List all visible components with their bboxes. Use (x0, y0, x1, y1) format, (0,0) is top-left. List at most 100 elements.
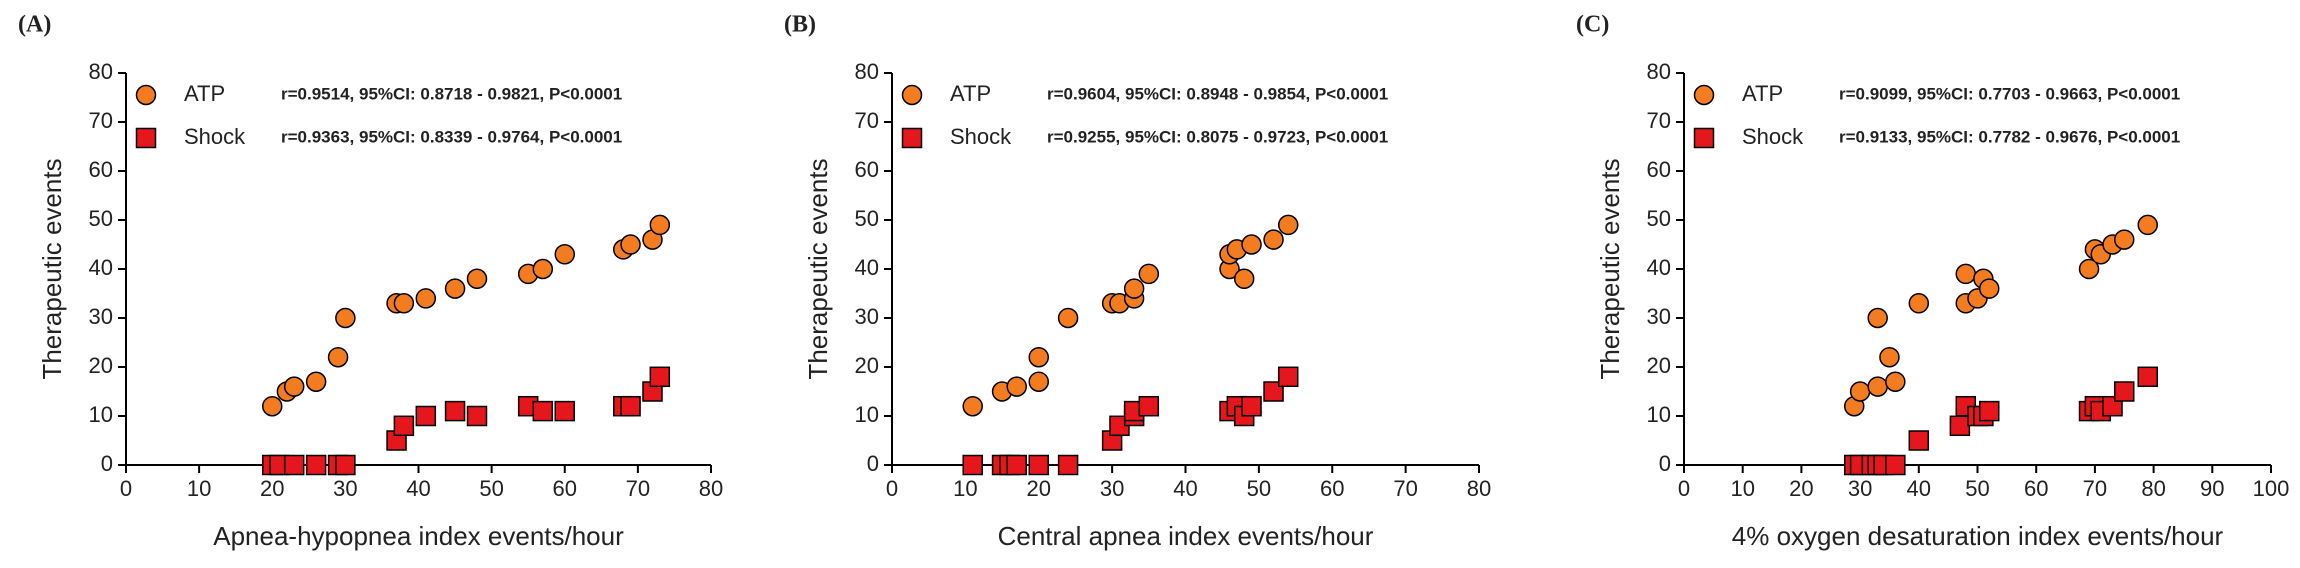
y-tick-label: 70 (1647, 108, 1671, 133)
data-point (335, 454, 356, 476)
x-tick-label: 20 (1789, 476, 1813, 501)
data-point (444, 400, 466, 422)
legend-label: ATP (184, 81, 225, 106)
legend-marker (901, 127, 923, 149)
data-point (393, 293, 415, 314)
data-point (1867, 307, 1888, 329)
data-point (1123, 278, 1145, 299)
x-tick-label: 40 (1907, 476, 1931, 501)
data-point (283, 376, 305, 397)
stat-annotation: r=0.9133, 95%CI: 0.7782 - 0.9676, P<0.00… (1839, 127, 2180, 146)
x-tick-label: 40 (1173, 476, 1197, 501)
data-point (1277, 366, 1299, 388)
x-tick-label: 40 (406, 476, 430, 501)
x-tick-label: 0 (1678, 476, 1690, 501)
data-point (1879, 346, 1900, 368)
y-axis-label: Therapeutic events (1595, 158, 1625, 379)
data-point (466, 405, 488, 427)
y-tick-label: 30 (1647, 304, 1671, 329)
legend-label: Shock (950, 124, 1012, 149)
y-tick-label: 60 (1647, 157, 1671, 182)
x-tick-label: 30 (1100, 476, 1124, 501)
x-tick-label: 50 (1965, 476, 1989, 501)
y-tick-label: 80 (855, 59, 879, 84)
y-tick-label: 50 (89, 206, 113, 231)
y-tick-label: 10 (89, 402, 113, 427)
data-point (1028, 371, 1049, 392)
y-tick-label: 10 (1647, 402, 1671, 427)
legend-label: ATP (950, 81, 991, 106)
data-point (262, 395, 283, 417)
panel-label: (A) (18, 12, 51, 38)
legend-marker (135, 127, 157, 149)
data-point (1955, 263, 1977, 285)
data-point (1057, 307, 1079, 329)
x-tick-label: 30 (1848, 476, 1872, 501)
data-point (2114, 229, 2135, 250)
x-axis-label: Apnea-hypopnea index events/hour (213, 521, 624, 551)
x-tick-label: 20 (1027, 476, 1051, 501)
data-point (1908, 293, 1930, 314)
data-point (283, 454, 305, 476)
legend-label: ATP (1742, 81, 1783, 106)
stat-annotation: r=0.9255, 95%CI: 0.8075 - 0.9723, P<0.00… (1047, 127, 1388, 146)
x-tick-label: 0 (120, 476, 132, 501)
legend-marker (1693, 84, 1715, 106)
x-tick-label: 10 (1730, 476, 1754, 501)
data-point (1241, 234, 1262, 255)
data-point (532, 400, 554, 422)
data-point (1978, 400, 2000, 422)
data-point (466, 268, 488, 290)
data-point (962, 454, 983, 476)
y-tick-label: 30 (89, 304, 113, 329)
data-point (962, 395, 983, 417)
y-tick-label: 20 (855, 353, 879, 378)
x-tick-label: 60 (1320, 476, 1344, 501)
legend-marker (1693, 127, 1715, 149)
x-tick-label: 30 (333, 476, 357, 501)
data-point (620, 395, 641, 417)
panel-label: (C) (1576, 12, 1609, 38)
data-point (1277, 214, 1299, 236)
data-point (2137, 214, 2158, 236)
y-tick-label: 60 (855, 157, 879, 182)
x-tick-label: 100 (2253, 476, 2290, 501)
x-tick-label: 70 (1393, 476, 1417, 501)
data-point (1028, 454, 1049, 476)
x-tick-label: 10 (953, 476, 977, 501)
x-axis-label: Central apnea index events/hour (998, 521, 1374, 551)
data-point (2114, 381, 2135, 402)
legend-label: Shock (184, 124, 246, 149)
x-tick-label: 90 (2200, 476, 2224, 501)
y-tick-label: 0 (867, 451, 879, 476)
data-point (444, 278, 466, 299)
data-point (2078, 258, 2100, 280)
x-tick-label: 70 (626, 476, 650, 501)
x-tick-label: 60 (553, 476, 577, 501)
data-point (415, 405, 437, 427)
data-point (1241, 395, 1262, 417)
data-point (649, 214, 671, 236)
data-point (1885, 454, 1906, 476)
stat-annotation: r=0.9514, 95%CI: 0.8718 - 0.9821, P<0.00… (281, 84, 622, 103)
data-point (1949, 415, 1971, 437)
y-tick-label: 80 (1647, 59, 1671, 84)
y-tick-label: 50 (855, 206, 879, 231)
y-tick-label: 70 (855, 108, 879, 133)
data-point (2137, 366, 2158, 388)
data-point (1263, 229, 1284, 250)
y-tick-label: 10 (855, 402, 879, 427)
data-point (1867, 376, 1888, 397)
y-tick-label: 20 (89, 353, 113, 378)
x-tick-label: 70 (2083, 476, 2107, 501)
data-point (532, 258, 554, 280)
y-tick-label: 70 (89, 108, 113, 133)
data-point (1028, 346, 1049, 368)
x-axis-label: 4% oxygen desaturation index events/hour (1732, 521, 2224, 551)
x-tick-label: 80 (699, 476, 723, 501)
x-tick-label: 80 (1467, 476, 1491, 501)
y-tick-label: 40 (89, 255, 113, 280)
y-axis-label: Therapeutic events (803, 158, 833, 379)
data-point (1006, 454, 1027, 476)
x-tick-label: 50 (1247, 476, 1271, 501)
